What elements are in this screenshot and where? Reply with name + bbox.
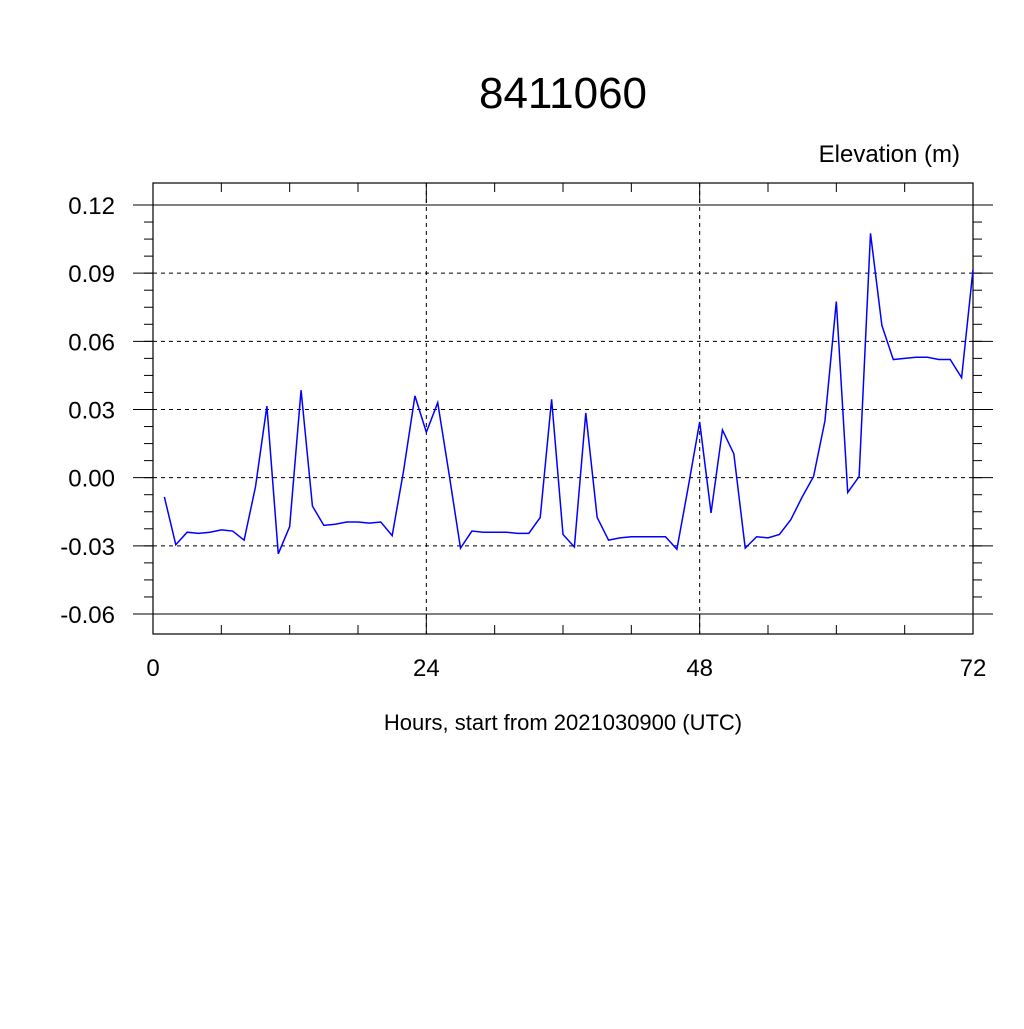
series-group xyxy=(163,233,974,555)
grid-lines xyxy=(153,183,973,634)
y-tick-label: 0.03 xyxy=(68,398,115,425)
y-tick-label: 0.00 xyxy=(68,466,115,493)
x-tick-label: 0 xyxy=(146,655,159,682)
plot-frame xyxy=(152,182,974,635)
y-tick-label: 0.09 xyxy=(68,261,115,288)
y-tick-label: -0.06 xyxy=(60,602,115,629)
tick-labels: -0.06 -0.03 0.00 0.03 0.06 0.09 0.12 0 24 48 72 xyxy=(60,193,986,682)
y-axis-label: Elevation (m) xyxy=(819,141,960,168)
x-tick-label: 24 xyxy=(413,655,440,682)
series-line xyxy=(163,233,974,555)
axis-ticks xyxy=(133,183,993,634)
x-tick-label: 48 xyxy=(686,655,713,682)
x-tick-label: 72 xyxy=(960,655,987,682)
chart-title: 8411060 xyxy=(479,69,647,118)
x-axis-label: Hours, start from 2021030900 (UTC) xyxy=(384,710,742,735)
y-tick-label: -0.03 xyxy=(60,534,115,561)
y-tick-label: 0.06 xyxy=(68,329,115,356)
y-tick-label: 0.12 xyxy=(68,193,115,220)
